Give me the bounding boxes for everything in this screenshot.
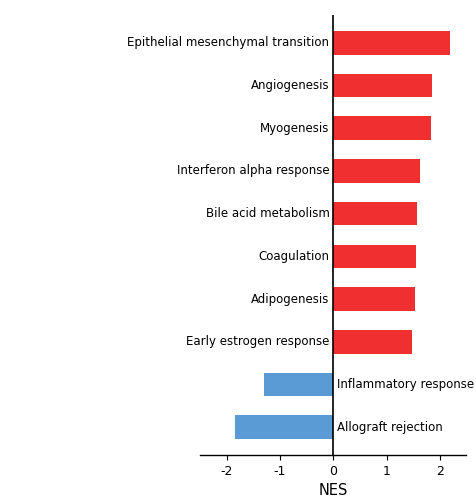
Text: Early estrogen response: Early estrogen response (186, 336, 329, 348)
Text: Interferon alpha response: Interferon alpha response (177, 164, 329, 177)
Bar (333, 116, 431, 140)
Text: Angiogenesis: Angiogenesis (251, 79, 329, 92)
Text: Epithelial mesenchymal transition: Epithelial mesenchymal transition (128, 36, 329, 50)
Bar (235, 416, 333, 439)
Bar (264, 373, 333, 396)
Text: Myogenesis: Myogenesis (260, 122, 329, 134)
Bar (333, 244, 416, 268)
Text: Allograft rejection: Allograft rejection (337, 420, 443, 434)
X-axis label: NES: NES (318, 484, 348, 498)
Bar (333, 202, 417, 226)
Bar (333, 159, 419, 182)
Text: Adipogenesis: Adipogenesis (251, 292, 329, 306)
Text: Inflammatory response: Inflammatory response (337, 378, 474, 391)
Bar (333, 31, 450, 54)
Text: Coagulation: Coagulation (258, 250, 329, 263)
Bar (333, 74, 432, 97)
Text: Bile acid metabolism: Bile acid metabolism (206, 207, 329, 220)
Bar (333, 288, 415, 311)
Bar (333, 330, 412, 353)
